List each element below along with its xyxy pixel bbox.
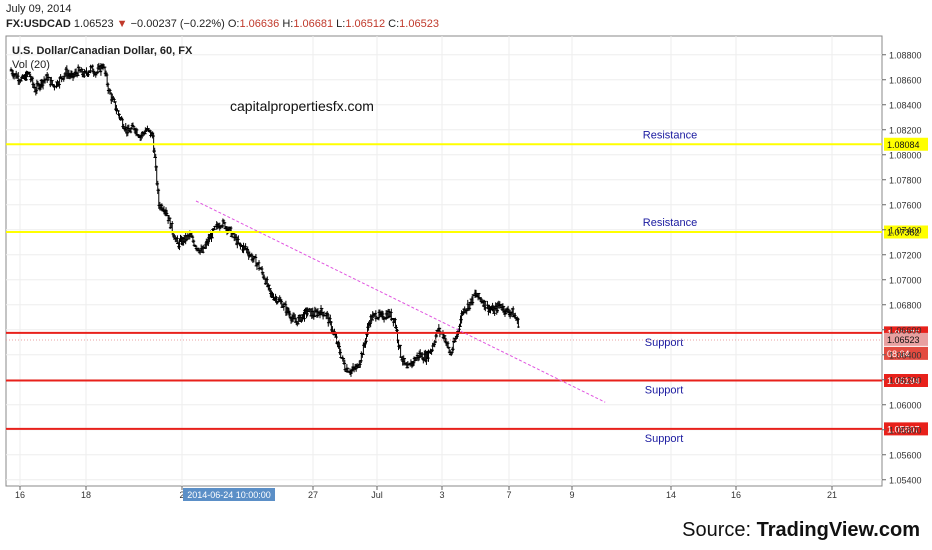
time-tag	[884, 346, 928, 360]
watermark: capitalpropertiesfx.com	[230, 98, 374, 114]
volume-indicator-label: Vol (20)	[12, 59, 50, 71]
y-tick-label: 1.06400	[889, 350, 922, 360]
y-tick-label: 1.05400	[889, 475, 922, 485]
y-tick-label: 1.07000	[889, 275, 922, 285]
level-price-tag	[884, 225, 928, 239]
price-axis[interactable]: 1.08800 1.08600 1.08400 1.08200 1.08000 1.078…	[882, 50, 922, 485]
low-value: 1.06512	[345, 18, 386, 30]
x-tick-label: 3	[439, 490, 444, 500]
high-value: 1.06681	[293, 18, 334, 30]
level-price-label: 1.07382	[887, 228, 920, 238]
y-tick-label: 1.08400	[889, 100, 922, 110]
x-tick-label: 16	[15, 490, 25, 500]
y-tick-label: 1.05600	[889, 450, 922, 460]
plot-area[interactable]	[5, 35, 883, 487]
high-label: H:	[282, 18, 294, 30]
open-value: 1.06636	[239, 18, 280, 30]
source-brand: TradingView.com	[756, 519, 920, 541]
level-lines: Resistance 1.08084 Resistance 1.07382 Suppor…	[6, 129, 928, 445]
close-label: C:	[388, 18, 400, 30]
ohlc-readout: FX:USDCAD 1.06523 ▼ −0.00237 (−0.22%) O:…	[6, 18, 439, 30]
level-price-tag	[884, 137, 928, 151]
price-change: −0.00237 (−0.22%)	[130, 18, 225, 30]
level-label-resistance: Resistance	[643, 129, 697, 141]
level-price-tag	[884, 422, 928, 436]
close-value: 1.06523	[399, 18, 439, 30]
y-tick-label: 1.06600	[889, 325, 922, 335]
y-tick-label: 1.06800	[889, 300, 922, 310]
last-price: 1.06523	[73, 18, 114, 30]
x-crosshair-tag	[183, 488, 275, 501]
level-label-support: Support	[645, 433, 684, 445]
candle-series	[9, 62, 520, 377]
x-tick-label: 14	[666, 490, 676, 500]
time-tag-label: 08:04	[887, 349, 910, 359]
x-crosshair-label: 2014-06-24 10:00:00	[187, 490, 271, 500]
level-price-label: 1.08084	[887, 140, 920, 150]
chart-date: July 09, 2014	[6, 3, 72, 15]
y-tick-label: 1.08200	[889, 125, 922, 135]
time-axis[interactable]: 16 18 2 27 Jul 3 7 9 14 16 21 2014-06-24 10:00:00	[15, 486, 837, 501]
x-tick-label: 2	[179, 490, 184, 500]
last-price-tag	[884, 332, 928, 346]
level-price-label: 1.05807	[887, 424, 920, 434]
y-tick-label: 1.07800	[889, 175, 922, 185]
chart-title: U.S. Dollar/Canadian Dollar, 60, FX	[12, 45, 193, 57]
level-price-label: 1.06194	[887, 376, 920, 386]
level-label-support: Support	[645, 337, 684, 349]
last-price-label: 1.06523	[887, 335, 920, 345]
source-prefix: Source:	[682, 519, 757, 541]
level-price-tag	[884, 374, 928, 387]
y-tick-label: 1.05800	[889, 425, 922, 435]
level-label-support: Support	[645, 385, 684, 397]
y-tick-label: 1.08600	[889, 75, 922, 85]
trendline	[195, 200, 606, 403]
x-tick-label: 21	[827, 490, 837, 500]
x-tick-label: 16	[731, 490, 741, 500]
x-tick-label: Jul	[371, 490, 383, 500]
x-tick-label: 9	[569, 490, 574, 500]
open-label: O:	[227, 18, 240, 30]
y-tick-label: 1.08000	[889, 150, 922, 160]
y-tick-label: 1.08800	[889, 50, 922, 60]
symbol-label: FX:USDCAD	[6, 18, 71, 30]
down-arrow-icon: ▼	[116, 18, 128, 30]
x-tick-label: 18	[81, 490, 91, 500]
y-tick-label: 1.07200	[889, 250, 922, 260]
y-tick-label: 1.06000	[889, 400, 922, 410]
level-label-resistance: Resistance	[643, 217, 697, 229]
y-tick-label: 1.07600	[889, 200, 922, 210]
source-credit: Source: TradingView.com	[682, 519, 920, 542]
y-tick-label: 1.07400	[889, 225, 922, 235]
low-label: L:	[336, 18, 346, 30]
x-tick-label: 7	[506, 490, 511, 500]
x-tick-label: 27	[308, 490, 318, 500]
y-tick-label: 1.06200	[889, 375, 922, 385]
